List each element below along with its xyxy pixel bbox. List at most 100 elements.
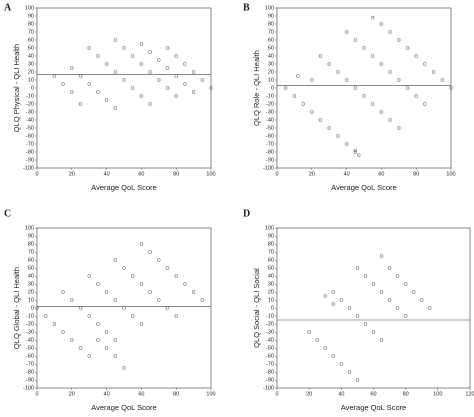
point — [344, 142, 349, 146]
point — [423, 62, 427, 66]
point — [353, 150, 357, 154]
point — [388, 70, 392, 74]
point — [397, 78, 401, 82]
y-tick-label: -100 — [263, 165, 274, 171]
point — [403, 282, 408, 286]
point — [174, 274, 178, 278]
y-tick-label: 50 — [28, 265, 34, 271]
y-tick-label: 90 — [268, 13, 274, 19]
x-tick-label: 80 — [173, 391, 179, 397]
point — [165, 86, 170, 90]
point — [87, 46, 91, 50]
point — [379, 290, 384, 294]
y-tick-label: 30 — [28, 61, 34, 67]
point — [397, 38, 401, 42]
point — [131, 274, 135, 278]
point — [96, 90, 100, 94]
y-tick-label: 40 — [28, 273, 34, 279]
y-tick-label: 40 — [268, 273, 274, 279]
y-tick-label: -80 — [266, 149, 274, 155]
point — [35, 306, 39, 310]
point — [307, 330, 311, 334]
panel-label: C — [4, 208, 11, 219]
y-tick-label: 80 — [28, 21, 34, 27]
point — [148, 70, 152, 74]
y-tick-label: -90 — [26, 377, 34, 383]
point — [353, 86, 357, 90]
y-tick-label: -40 — [26, 337, 34, 343]
panel-label: A — [4, 2, 12, 13]
y-tick-label: 30 — [28, 281, 34, 287]
point — [420, 298, 424, 302]
y-tick-label: 0 — [271, 305, 274, 311]
point — [362, 94, 366, 98]
y-axis-title: QLQ Physical - QLI Health — [12, 44, 21, 132]
y-tick-label: -100 — [23, 385, 34, 391]
point — [104, 330, 109, 334]
y-tick-label: 80 — [268, 241, 274, 247]
panel-label: D — [243, 208, 250, 219]
x-tick-label: 0 — [35, 171, 38, 177]
y-tick-label: 100 — [265, 5, 274, 11]
point — [347, 370, 352, 374]
y-tick-label: -40 — [266, 337, 274, 343]
point — [355, 314, 360, 318]
point — [122, 266, 126, 270]
point — [403, 314, 408, 318]
y-tick-label: 90 — [28, 13, 34, 19]
point — [310, 78, 314, 82]
y-tick-label: -20 — [266, 101, 274, 107]
point — [148, 250, 152, 254]
point — [165, 46, 170, 50]
y-tick-label: 0 — [31, 305, 34, 311]
y-tick-label: -100 — [23, 165, 34, 171]
point — [405, 46, 410, 50]
point — [122, 306, 126, 310]
point — [191, 70, 196, 74]
point — [395, 306, 400, 310]
y-tick-label: 90 — [268, 233, 274, 239]
y-tick-label: -80 — [26, 369, 34, 375]
y-tick-label: 70 — [268, 249, 274, 255]
point — [371, 15, 375, 20]
point — [96, 54, 100, 58]
y-tick-label: -40 — [26, 117, 34, 123]
point — [331, 302, 335, 306]
y-tick-label: 10 — [268, 297, 274, 303]
y-tick-label: 60 — [268, 37, 274, 43]
y-tick-label: 80 — [268, 21, 274, 27]
y-tick-label: -90 — [266, 157, 274, 163]
point — [357, 153, 361, 157]
point — [371, 282, 376, 286]
y-tick-label: 40 — [28, 53, 34, 59]
point — [318, 54, 323, 58]
point — [157, 258, 161, 262]
point — [371, 54, 375, 58]
point — [139, 62, 144, 66]
point — [183, 82, 187, 86]
point — [139, 94, 144, 98]
panel-label: B — [243, 2, 250, 13]
y-tick-label: 90 — [28, 233, 34, 239]
x-tick-label: 120 — [465, 391, 474, 397]
y-tick-label: 20 — [28, 69, 34, 75]
point — [78, 306, 83, 310]
point — [379, 22, 384, 26]
point — [131, 314, 135, 318]
point — [315, 338, 319, 342]
y-tick-label: -60 — [26, 133, 34, 139]
y-tick-label: 80 — [28, 241, 34, 247]
y-axis-title: QLQ Global - QLI Health — [12, 267, 21, 349]
y-tick-label: -90 — [266, 377, 274, 383]
x-axis-title: Average QoL Score — [331, 183, 396, 192]
point — [327, 126, 331, 130]
point — [296, 74, 300, 78]
point — [336, 70, 340, 74]
x-tick-label: 40 — [104, 391, 110, 397]
x-tick-label: 20 — [69, 171, 75, 177]
y-tick-label: -30 — [266, 329, 274, 335]
y-tick-label: -60 — [266, 133, 274, 139]
point — [371, 102, 375, 106]
y-tick-label: 70 — [268, 29, 274, 35]
